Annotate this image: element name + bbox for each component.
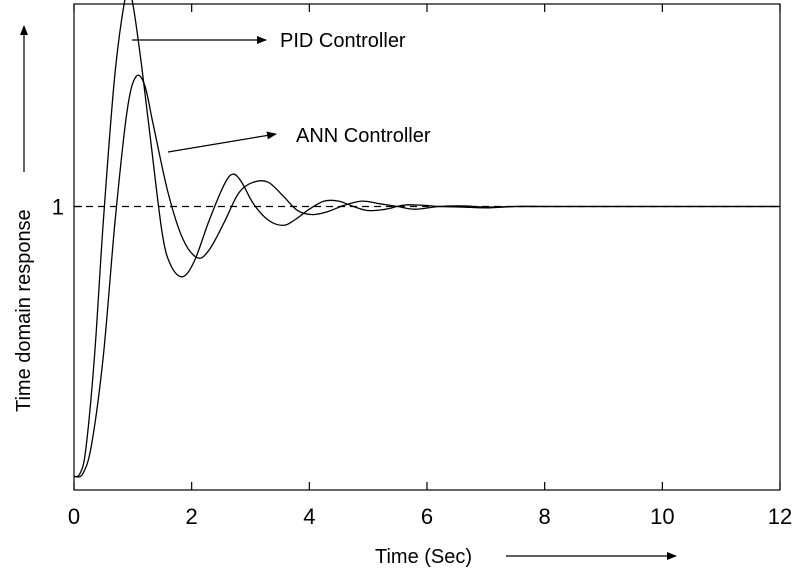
y-axis-ticks: 1 <box>52 195 82 220</box>
series-line-ann-controller <box>73 74 780 478</box>
ann-annotation-arrow <box>167 131 277 153</box>
x-tick-label: 12 <box>768 504 792 529</box>
y-tick-label: 1 <box>52 195 64 220</box>
x-tick-label: 4 <box>303 504 315 529</box>
y-axis-label: Time domain response <box>13 209 35 412</box>
plot-frame <box>73 3 781 491</box>
pid-annotation-label: PID Controller <box>280 30 406 52</box>
x-tick-label: 8 <box>539 504 551 529</box>
x-axis-label: Time (Sec) <box>375 546 472 568</box>
x-axis-ticks: 0 2 4 6 8 10 12 <box>68 4 792 529</box>
x-tick-label: 6 <box>421 504 433 529</box>
ann-annotation-label: ANN Controller <box>296 125 431 147</box>
x-tick-label: 10 <box>650 504 674 529</box>
x-tick-label: 0 <box>68 504 80 529</box>
series-line-pid-controller <box>73 0 780 478</box>
x-tick-label: 2 <box>186 504 198 529</box>
series-group <box>73 0 780 478</box>
